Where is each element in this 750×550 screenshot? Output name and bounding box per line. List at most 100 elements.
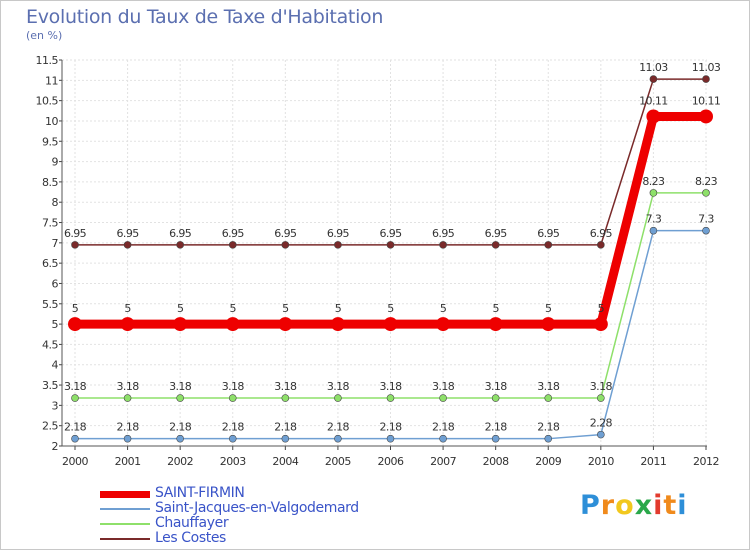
data-label-chauffayer: 8.23 xyxy=(642,175,665,188)
data-point-saint-jacques-en-valgodemard xyxy=(491,434,500,443)
legend-label-les-costes: Les Costes xyxy=(155,530,226,546)
data-point-chauffayer xyxy=(597,394,605,402)
data-label-les-costes: 11.03 xyxy=(639,61,668,74)
data-point-chauffayer xyxy=(334,394,342,402)
data-point-saint-firmin xyxy=(330,317,345,332)
data-point-saint-firmin xyxy=(646,109,661,124)
legend-label-chauffayer: Chauffayer xyxy=(155,515,229,531)
data-point-saint-jacques-en-valgodemard xyxy=(386,434,395,443)
y-tick-label: 4 xyxy=(52,359,59,372)
data-label-les-costes: 6.95 xyxy=(327,227,350,240)
data-label-saint-jacques-en-valgodemard: 2.18 xyxy=(169,421,192,434)
y-tick-label: 11 xyxy=(45,74,58,87)
data-label-saint-jacques-en-valgodemard: 2.18 xyxy=(379,421,402,434)
data-point-saint-firmin xyxy=(699,109,713,124)
legend-swatch-chauffayer xyxy=(100,523,150,525)
data-point-saint-jacques-en-valgodemard xyxy=(281,434,290,443)
y-tick-label: 7 xyxy=(52,237,59,250)
data-label-saint-jacques-en-valgodemard: 2.18 xyxy=(537,421,560,434)
data-point-chauffayer xyxy=(71,394,79,402)
data-point-les-costes xyxy=(386,241,395,249)
legend-swatch-les-costes xyxy=(100,538,150,540)
x-tick-label: 2001 xyxy=(115,455,141,468)
data-point-les-costes xyxy=(702,75,710,83)
data-label-saint-firmin: 5 xyxy=(72,302,79,315)
data-label-les-costes: 6.95 xyxy=(169,227,192,240)
data-point-les-costes xyxy=(123,241,132,249)
data-point-saint-firmin xyxy=(278,317,293,332)
x-tick-label: 2010 xyxy=(588,455,614,468)
data-point-saint-jacques-en-valgodemard xyxy=(702,226,710,235)
data-label-les-costes: 11.03 xyxy=(692,61,721,74)
chart-title: Evolution du Taux de Taxe d'Habitation xyxy=(26,6,384,28)
data-point-les-costes xyxy=(176,241,184,249)
y-tick-label: 3.5 xyxy=(42,379,58,392)
y-tick-label: 10 xyxy=(45,115,58,128)
y-tick-label: 5 xyxy=(52,318,59,331)
x-tick-label: 2008 xyxy=(483,455,509,468)
x-tick-label: 2006 xyxy=(378,455,404,468)
proxiti-logo: Proxiti xyxy=(580,490,688,521)
data-label-chauffayer: 3.18 xyxy=(222,380,245,393)
y-tick-label: 6.5 xyxy=(42,257,58,270)
y-tick-label: 7.5 xyxy=(42,217,58,230)
data-label-chauffayer: 3.18 xyxy=(117,380,140,393)
data-label-chauffayer: 3.18 xyxy=(64,380,87,393)
data-point-chauffayer xyxy=(544,394,553,402)
x-tick-label: 2009 xyxy=(535,455,561,468)
data-point-chauffayer xyxy=(491,394,500,402)
data-label-chauffayer: 3.18 xyxy=(379,380,402,393)
x-tick-label: 2012 xyxy=(693,455,719,468)
logo-letter: i xyxy=(677,490,688,521)
y-tick-label: 6 xyxy=(52,277,59,290)
y-tick-label: 8.5 xyxy=(42,176,58,189)
data-label-chauffayer: 3.18 xyxy=(537,380,560,393)
data-point-saint-firmin xyxy=(383,317,398,332)
data-label-saint-firmin: 5 xyxy=(282,302,289,315)
data-label-saint-firmin: 5 xyxy=(545,302,552,315)
logo-letter: r xyxy=(600,490,616,521)
data-point-saint-jacques-en-valgodemard xyxy=(334,434,342,443)
y-tick-label: 3 xyxy=(52,399,59,412)
y-tick-label: 4.5 xyxy=(42,338,58,351)
data-point-chauffayer xyxy=(123,394,132,402)
data-label-chauffayer: 3.18 xyxy=(590,380,613,393)
y-tick-label: 2 xyxy=(52,440,59,453)
data-label-chauffayer: 3.18 xyxy=(327,380,350,393)
y-tick-label: 10.5 xyxy=(36,95,59,108)
logo-letter: o xyxy=(615,490,635,521)
data-point-saint-firmin xyxy=(120,317,135,332)
data-point-les-costes xyxy=(544,241,553,249)
data-point-saint-firmin xyxy=(593,317,608,332)
data-point-les-costes xyxy=(597,241,605,249)
data-label-saint-jacques-en-valgodemard: 2.18 xyxy=(274,421,297,434)
data-label-saint-jacques-en-valgodemard: 2.18 xyxy=(64,421,87,434)
data-point-les-costes xyxy=(491,241,500,249)
data-label-saint-firmin: 5 xyxy=(335,302,342,315)
data-label-saint-jacques-en-valgodemard: 2.18 xyxy=(327,421,350,434)
data-label-les-costes: 6.95 xyxy=(485,227,508,240)
data-point-saint-jacques-en-valgodemard xyxy=(228,434,237,443)
data-label-saint-jacques-en-valgodemard: 2.28 xyxy=(590,417,613,430)
data-point-saint-jacques-en-valgodemard xyxy=(597,430,605,439)
data-point-saint-firmin xyxy=(225,317,240,332)
data-label-saint-firmin: 5 xyxy=(230,302,237,315)
data-label-chauffayer: 3.18 xyxy=(485,380,508,393)
x-tick-label: 2004 xyxy=(272,455,298,468)
logo-letter: t xyxy=(663,490,678,521)
data-label-saint-jacques-en-valgodemard: 2.18 xyxy=(485,421,508,434)
data-label-saint-jacques-en-valgodemard: 2.18 xyxy=(222,421,245,434)
legend-swatch-saint-firmin xyxy=(100,491,150,498)
data-label-les-costes: 6.95 xyxy=(590,227,613,240)
data-point-les-costes xyxy=(649,75,658,83)
x-tick-label: 2007 xyxy=(430,455,456,468)
data-point-chauffayer xyxy=(281,394,290,402)
data-label-chauffayer: 3.18 xyxy=(169,380,192,393)
data-label-chauffayer: 3.18 xyxy=(432,380,455,393)
x-tick-label: 2003 xyxy=(220,455,246,468)
y-tick-label: 11.5 xyxy=(36,54,59,67)
data-point-les-costes xyxy=(71,241,79,249)
data-label-saint-jacques-en-valgodemard: 2.18 xyxy=(117,421,140,434)
data-label-saint-firmin: 10.11 xyxy=(639,94,668,107)
